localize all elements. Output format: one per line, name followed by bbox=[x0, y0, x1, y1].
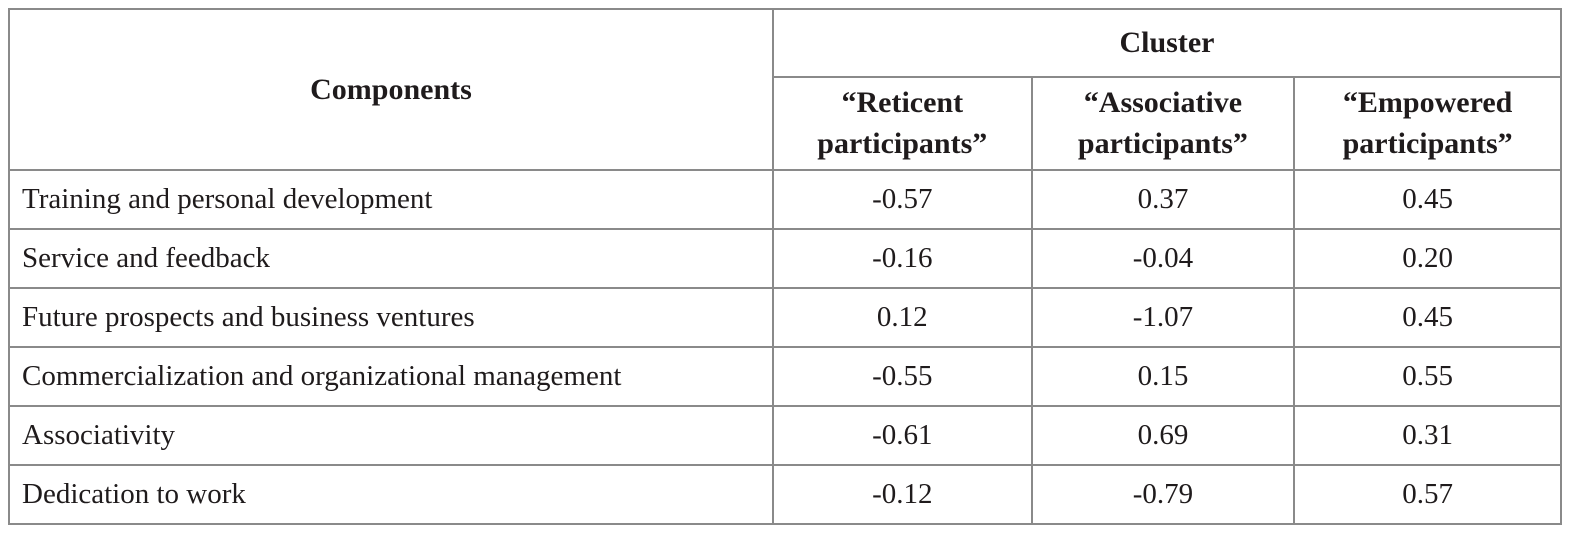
value-cell: 0.12 bbox=[771, 287, 1033, 348]
row-label: Associativity bbox=[8, 405, 774, 466]
value-cell: -0.55 bbox=[771, 346, 1033, 407]
cluster-group-header: Cluster bbox=[771, 8, 1563, 78]
value-cell: 0.45 bbox=[1293, 287, 1562, 348]
table-row: Associativity -0.61 0.69 0.31 bbox=[8, 405, 1562, 466]
row-label: Commercialization and organizational man… bbox=[8, 346, 774, 407]
value-cell: -0.79 bbox=[1030, 464, 1296, 525]
cluster-components-table-container: Components Cluster “Reticent participant… bbox=[8, 8, 1563, 525]
table-row: Future prospects and business ventures 0… bbox=[8, 287, 1562, 348]
value-cell: 0.45 bbox=[1293, 169, 1562, 230]
column-header-empowered-participants: “Empowered participants” bbox=[1293, 76, 1562, 171]
row-label: Future prospects and business ventures bbox=[8, 287, 774, 348]
cluster-components-table: Components Cluster “Reticent participant… bbox=[8, 8, 1563, 525]
value-cell: 0.15 bbox=[1030, 346, 1296, 407]
table-row: Training and personal development -0.57 … bbox=[8, 169, 1562, 230]
value-cell: -0.04 bbox=[1030, 228, 1296, 289]
value-cell: -0.12 bbox=[771, 464, 1033, 525]
row-label: Training and personal development bbox=[8, 169, 774, 230]
table-row: Dedication to work -0.12 -0.79 0.57 bbox=[8, 464, 1562, 525]
value-cell: 0.31 bbox=[1293, 405, 1562, 466]
value-cell: 0.57 bbox=[1293, 464, 1562, 525]
column-header-associative-participants: “Associative participants” bbox=[1030, 76, 1296, 171]
row-label: Dedication to work bbox=[8, 464, 774, 525]
cluster-header-row: Components Cluster bbox=[8, 8, 1563, 171]
cluster-subheader-row: “Reticent participants” “Associative par… bbox=[9, 76, 1562, 171]
value-cell: 0.37 bbox=[1030, 169, 1296, 230]
value-cell: -0.16 bbox=[771, 228, 1033, 289]
value-cell: -1.07 bbox=[1030, 287, 1296, 348]
table-row: Commercialization and organizational man… bbox=[8, 346, 1562, 407]
column-header-reticent-participants: “Reticent participants” bbox=[771, 76, 1033, 171]
components-column-header: Components bbox=[8, 8, 774, 171]
row-label: Service and feedback bbox=[8, 228, 774, 289]
value-cell: -0.61 bbox=[771, 405, 1033, 466]
value-cell: 0.69 bbox=[1030, 405, 1296, 466]
value-cell: 0.55 bbox=[1293, 346, 1562, 407]
value-cell: 0.20 bbox=[1293, 228, 1562, 289]
table-row: Service and feedback -0.16 -0.04 0.20 bbox=[8, 228, 1562, 289]
value-cell: -0.57 bbox=[771, 169, 1033, 230]
